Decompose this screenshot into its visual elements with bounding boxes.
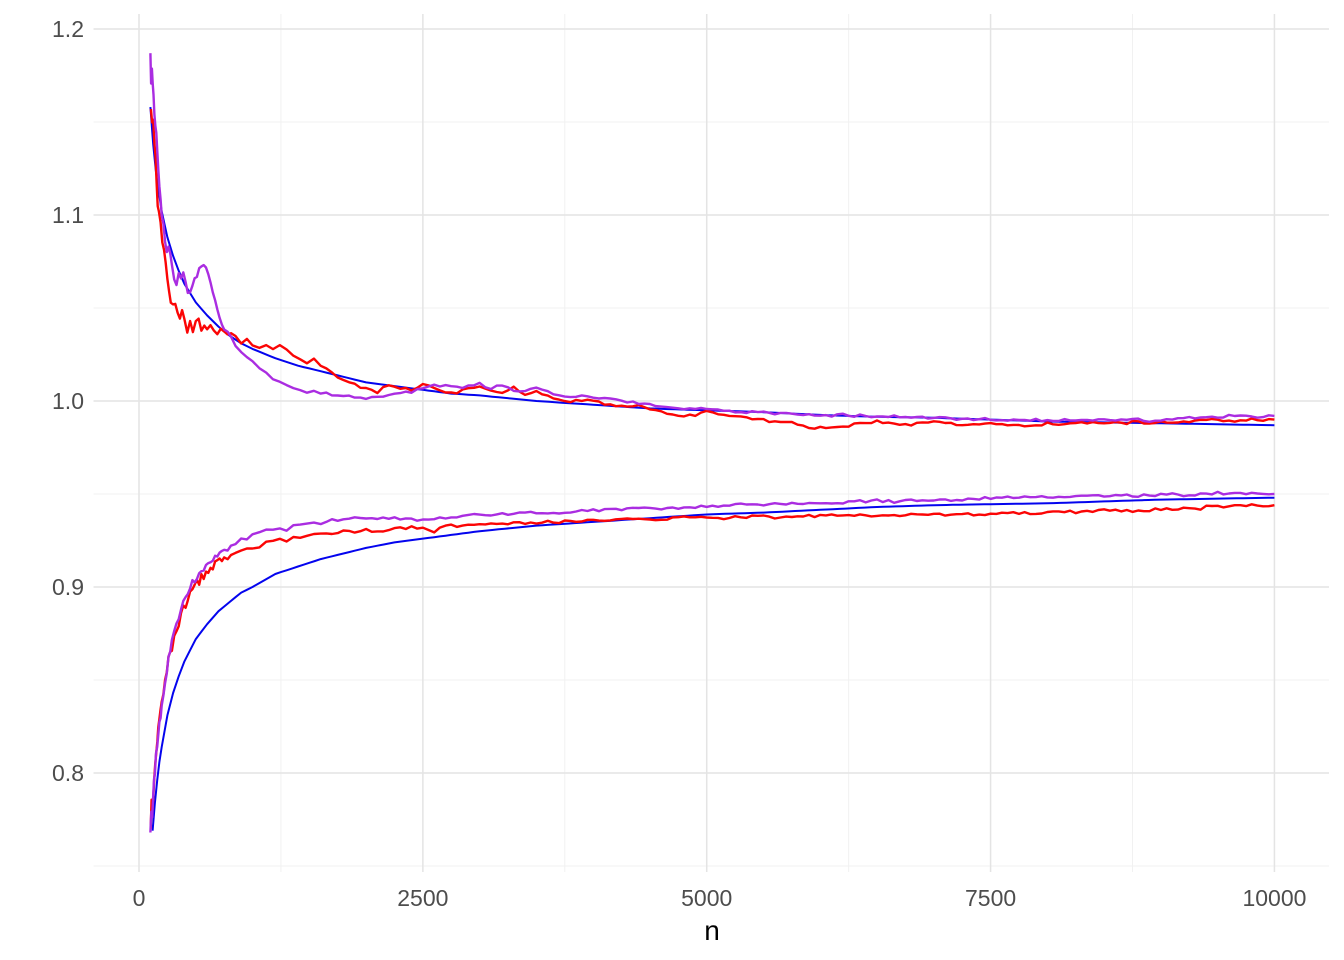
y-tick-label: 0.9 bbox=[52, 574, 84, 600]
x-tick-label: 5000 bbox=[681, 885, 732, 911]
y-tick-label: 1.1 bbox=[52, 202, 84, 228]
series-upper-band-red-empirical-line bbox=[149, 108, 1275, 430]
x-tick-label: 10000 bbox=[1242, 885, 1306, 911]
y-tick-label: 1.0 bbox=[52, 388, 84, 414]
series-lower-band-red-empirical-line bbox=[149, 503, 1275, 829]
series-lower-band-blue-smooth-line bbox=[151, 496, 1275, 831]
axis-tick-labels: 0 2500 5000 7500 10000 0.8 0.9 1.0 1.1 1.2 bbox=[52, 16, 1306, 911]
data-series bbox=[149, 53, 1275, 833]
y-tick-label: 0.8 bbox=[52, 760, 84, 786]
x-tick-label: 7500 bbox=[965, 885, 1016, 911]
series-lower-band-purple-empirical-line bbox=[149, 490, 1275, 833]
x-tick-label: 2500 bbox=[397, 885, 448, 911]
x-axis-title: n bbox=[704, 915, 720, 946]
major-gridlines bbox=[93, 14, 1329, 872]
minor-gridlines bbox=[93, 14, 1329, 872]
y-tick-label: 1.2 bbox=[52, 16, 84, 42]
series-upper-band-purple-empirical-line bbox=[149, 53, 1275, 423]
series-upper-band-blue-smooth-line bbox=[149, 107, 1275, 427]
x-tick-label: 0 bbox=[133, 885, 146, 911]
